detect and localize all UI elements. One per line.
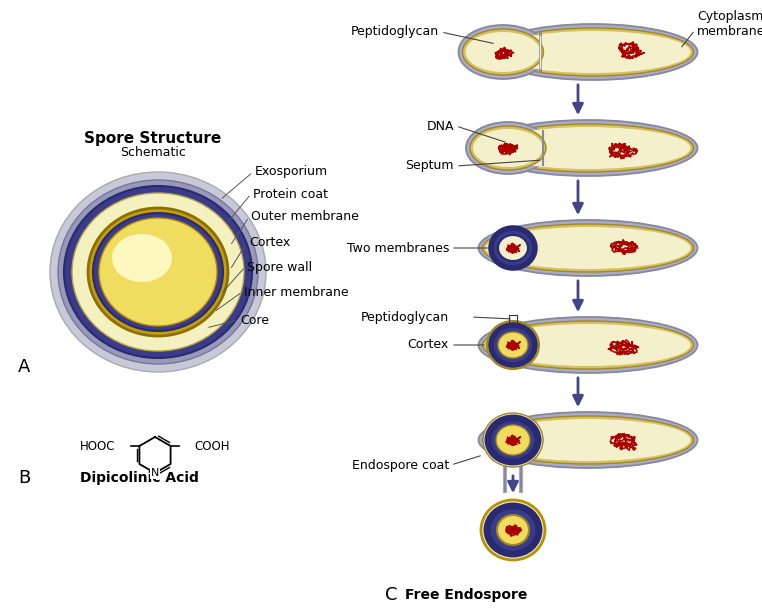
Ellipse shape [487,506,539,554]
Ellipse shape [482,124,693,172]
Text: COOH: COOH [194,440,230,453]
Ellipse shape [479,412,697,468]
Ellipse shape [88,208,228,336]
Ellipse shape [459,25,548,79]
Text: Cortex: Cortex [408,338,449,351]
Ellipse shape [99,218,217,326]
Ellipse shape [488,24,697,80]
Text: N: N [151,468,159,478]
Ellipse shape [491,325,535,365]
Ellipse shape [498,235,528,261]
Ellipse shape [479,317,697,373]
Ellipse shape [470,126,546,170]
Ellipse shape [473,129,543,167]
Text: Spore wall: Spore wall [247,260,312,273]
Text: HOOC: HOOC [80,440,115,453]
Text: DNA: DNA [427,120,454,133]
Ellipse shape [496,425,530,455]
Ellipse shape [466,32,540,72]
Ellipse shape [492,28,693,76]
Text: Inner membrane: Inner membrane [244,286,349,298]
Ellipse shape [487,321,539,369]
Ellipse shape [498,332,528,358]
Ellipse shape [497,515,529,545]
Ellipse shape [485,324,690,366]
Text: Outer membrane: Outer membrane [251,211,359,223]
Ellipse shape [50,172,266,372]
Ellipse shape [483,413,543,467]
Ellipse shape [482,224,693,272]
Text: Protein coat: Protein coat [253,187,328,201]
Ellipse shape [485,127,690,169]
Text: Cortex: Cortex [249,236,290,249]
Text: Spore Structure: Spore Structure [85,131,222,146]
Ellipse shape [112,234,172,282]
Text: Free Endospore: Free Endospore [405,588,527,602]
Ellipse shape [58,180,258,364]
Ellipse shape [491,228,535,268]
Ellipse shape [479,220,697,276]
Text: Schematic: Schematic [120,146,186,158]
Text: Cytoplasmic
membrane: Cytoplasmic membrane [697,10,762,38]
Ellipse shape [72,193,244,351]
Text: Peptidoglycan: Peptidoglycan [351,26,439,39]
Text: Endospore coat: Endospore coat [352,459,449,472]
Ellipse shape [482,416,693,464]
Text: Exosporium: Exosporium [255,166,328,179]
Ellipse shape [485,419,690,461]
Ellipse shape [481,500,545,560]
Ellipse shape [485,227,690,269]
Text: C: C [385,586,398,604]
Text: Core: Core [240,314,269,327]
Text: Septum: Septum [405,160,454,173]
Text: Peptidoglycan: Peptidoglycan [361,311,449,324]
Ellipse shape [463,29,543,75]
Ellipse shape [64,186,252,358]
Ellipse shape [93,213,223,331]
Text: Two membranes: Two membranes [347,241,449,254]
Ellipse shape [482,321,693,369]
Text: A: A [18,358,30,376]
Ellipse shape [488,418,538,462]
Text: Dipicolinic Acid: Dipicolinic Acid [80,471,199,485]
Text: B: B [18,469,30,487]
Ellipse shape [479,120,697,176]
Ellipse shape [495,31,690,73]
Bar [509,315,517,323]
Ellipse shape [466,122,550,174]
